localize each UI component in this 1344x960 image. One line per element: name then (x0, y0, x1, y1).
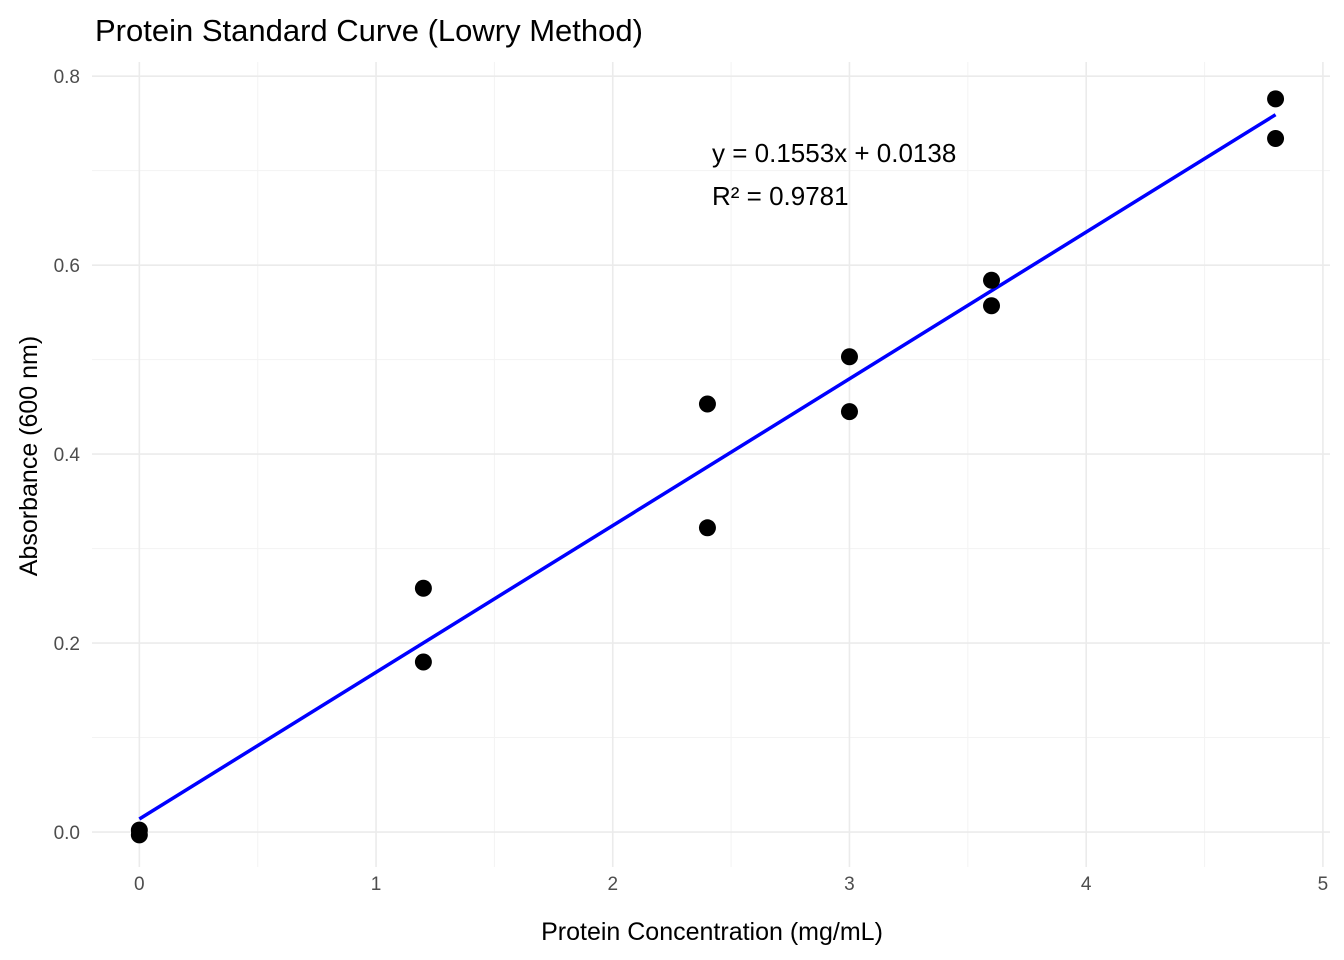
y-tick-label: 0.8 (54, 67, 80, 88)
regression-line (138, 113, 1277, 821)
equation-annotation: y = 0.1553x + 0.0138 (712, 138, 956, 168)
x-tick-label: 2 (607, 874, 618, 895)
x-tick-label: 5 (1318, 874, 1329, 895)
y-axis-title: Absorbance (600 nm) (15, 336, 43, 576)
data-point (698, 519, 716, 537)
fit-line-layer (138, 113, 1277, 821)
data-point (840, 348, 858, 366)
x-tick-label: 3 (844, 874, 855, 895)
x-axis-title: Protein Concentration (mg/mL) (541, 918, 883, 946)
x-tick-label: 4 (1081, 874, 1092, 895)
data-point (983, 271, 1001, 289)
data-point (1267, 90, 1285, 108)
y-tick-label: 0.0 (54, 823, 80, 844)
r-squared-annotation: R² = 0.9781 (712, 181, 849, 211)
grid (92, 62, 1330, 867)
data-points (130, 90, 1285, 844)
y-tick-label: 0.4 (54, 445, 81, 466)
x-axis-ticks: 0 1 2 3 4 5 (134, 874, 1328, 895)
data-point (414, 579, 432, 597)
x-tick-label: 1 (371, 874, 382, 895)
chart-title: Protein Standard Curve (Lowry Method) (95, 13, 643, 48)
x-tick-label: 0 (134, 874, 145, 895)
data-point (130, 826, 148, 844)
y-axis-ticks: 0.0 0.2 0.4 0.6 0.8 (54, 67, 81, 844)
data-point (414, 653, 432, 671)
y-tick-label: 0.2 (54, 634, 80, 655)
data-point (983, 297, 1001, 315)
y-tick-label: 0.6 (54, 256, 80, 277)
data-point (1267, 130, 1285, 148)
data-point (840, 403, 858, 421)
data-point (698, 395, 716, 413)
